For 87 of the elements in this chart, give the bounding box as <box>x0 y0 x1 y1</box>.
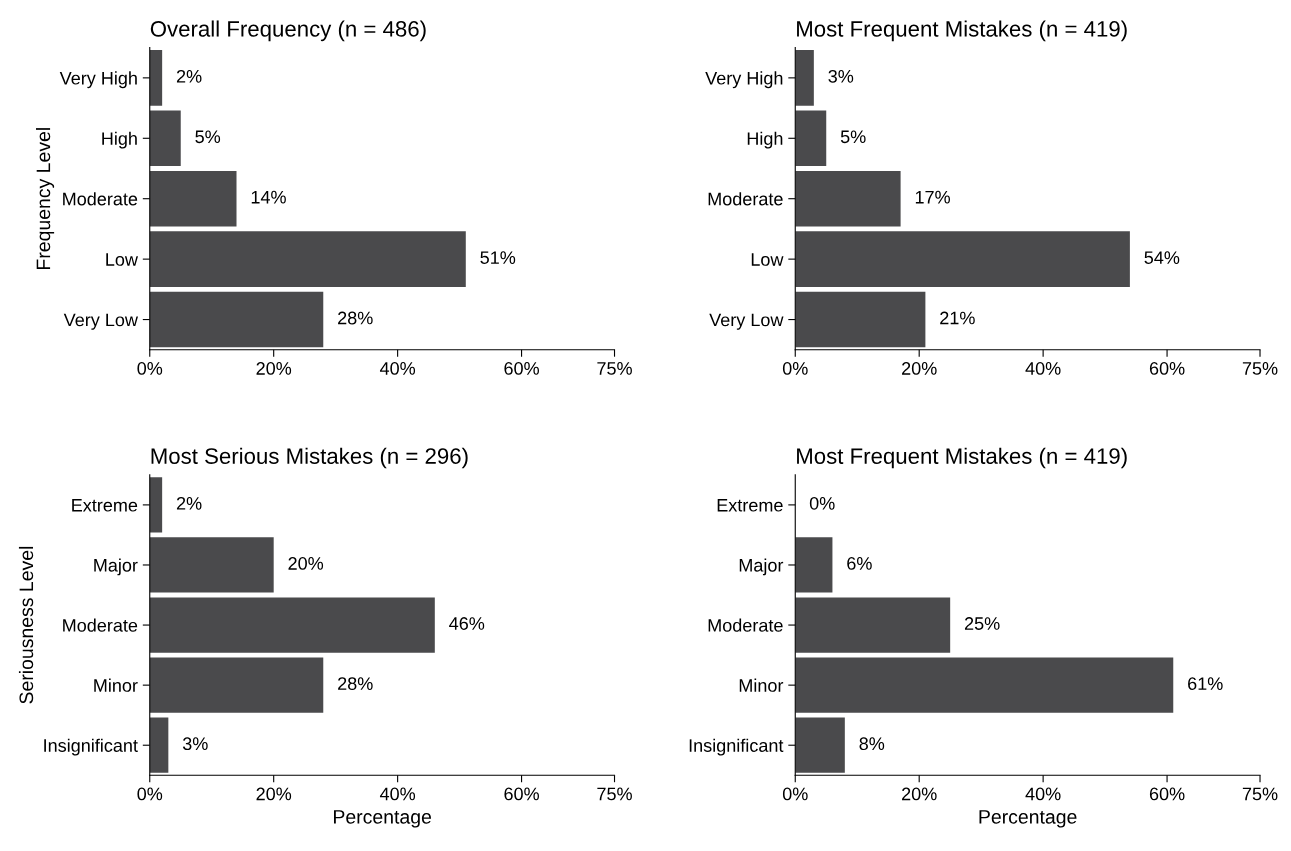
y-tick-label: Very High <box>705 71 783 89</box>
bar <box>149 717 169 773</box>
chart-title: Most Serious Mistakes (n = 296) <box>151 447 468 469</box>
data-label: 6% <box>847 557 872 570</box>
data-label: 25% <box>964 617 1000 630</box>
bar <box>795 231 1130 287</box>
x-tick-label: 20% <box>902 787 937 801</box>
chart-title: Most Frequent Mistakes (n = 419) <box>797 447 1127 469</box>
data-label: 5% <box>840 130 866 144</box>
y-axis-title: Frequency Level <box>35 128 55 269</box>
y-tick-label: Very Low <box>709 313 784 330</box>
y-tick-label: Moderate <box>63 618 138 632</box>
data-label: 3% <box>182 737 208 751</box>
x-tick-label: 40% <box>1025 787 1061 801</box>
bar <box>795 291 926 348</box>
x-tick-label: 75% <box>597 787 632 801</box>
bar <box>149 477 163 533</box>
x-axis-title: Percentage <box>979 810 1077 828</box>
data-label: 51% <box>480 251 516 264</box>
bar <box>795 110 827 167</box>
bar <box>149 170 237 227</box>
x-tick-label: 75% <box>1242 787 1278 801</box>
bar <box>149 657 324 713</box>
bar <box>795 170 901 227</box>
x-tick-label: 40% <box>379 362 416 375</box>
y-tick-label: Low <box>106 253 138 266</box>
bar <box>795 717 845 773</box>
data-label: 21% <box>940 311 975 325</box>
x-axis-title: Percentage <box>334 810 431 828</box>
data-label: 28% <box>338 677 373 690</box>
y-tick-label: High <box>102 131 137 149</box>
y-tick-label: Minor <box>94 678 138 692</box>
bar <box>795 657 1174 713</box>
y-tick-label: Insignificant <box>689 738 784 756</box>
x-tick-label: 0% <box>137 362 163 375</box>
x-tick-label: 40% <box>379 787 416 801</box>
y-tick-label: Insignificant <box>44 738 138 756</box>
x-tick-label: 0% <box>782 362 808 375</box>
y-tick-label: Moderate <box>708 618 783 632</box>
x-tick-label: 75% <box>597 362 632 375</box>
x-tick-label: 20% <box>902 362 937 375</box>
y-tick-label: Low <box>751 253 784 266</box>
data-label: 3% <box>828 69 854 83</box>
bar <box>149 231 466 287</box>
chart-title: Overall Frequency (n = 486) <box>150 20 426 42</box>
data-label: 8% <box>859 737 885 751</box>
y-tick-label: High <box>747 131 783 149</box>
data-label: 61% <box>1188 677 1223 690</box>
x-tick-label: 60% <box>504 362 539 375</box>
x-tick-label: 20% <box>256 787 292 801</box>
bar <box>149 537 274 593</box>
bar <box>149 291 324 348</box>
y-tick-label: Major <box>739 558 784 576</box>
x-tick-label: 0% <box>137 787 163 801</box>
data-label: 20% <box>288 557 324 570</box>
data-label: 54% <box>1144 251 1180 264</box>
bar <box>149 597 435 653</box>
data-label: 14% <box>251 190 286 204</box>
chart-title: Most Frequent Mistakes (n = 419) <box>797 20 1127 42</box>
data-label: 17% <box>915 190 950 204</box>
y-tick-label: Major <box>94 558 138 576</box>
data-label: 28% <box>338 311 373 325</box>
data-label: 46% <box>449 617 485 630</box>
x-tick-label: 60% <box>1149 787 1185 801</box>
y-tick-label: Very High <box>59 71 137 89</box>
y-tick-label: Moderate <box>63 192 138 206</box>
bar <box>149 50 163 106</box>
x-tick-label: 20% <box>256 362 292 375</box>
data-label: 5% <box>195 130 221 144</box>
data-label: 2% <box>176 69 202 83</box>
bar <box>149 110 181 167</box>
x-tick-label: 60% <box>504 787 539 801</box>
data-label: 0% <box>809 496 835 510</box>
y-axis-title: Seriousness Level <box>18 546 34 704</box>
x-tick-label: 40% <box>1025 362 1061 375</box>
y-tick-label: Minor <box>739 678 784 692</box>
y-tick-label: Moderate <box>708 192 783 206</box>
x-tick-label: 75% <box>1242 362 1278 375</box>
bar <box>795 537 833 593</box>
x-tick-label: 60% <box>1149 362 1185 375</box>
x-tick-label: 0% <box>782 787 808 801</box>
bar <box>795 597 951 653</box>
bar <box>795 50 814 106</box>
y-tick-label: Very Low <box>63 313 138 330</box>
y-tick-label: Extreme <box>72 499 138 512</box>
y-tick-label: Extreme <box>717 499 783 512</box>
data-label: 2% <box>176 496 202 510</box>
